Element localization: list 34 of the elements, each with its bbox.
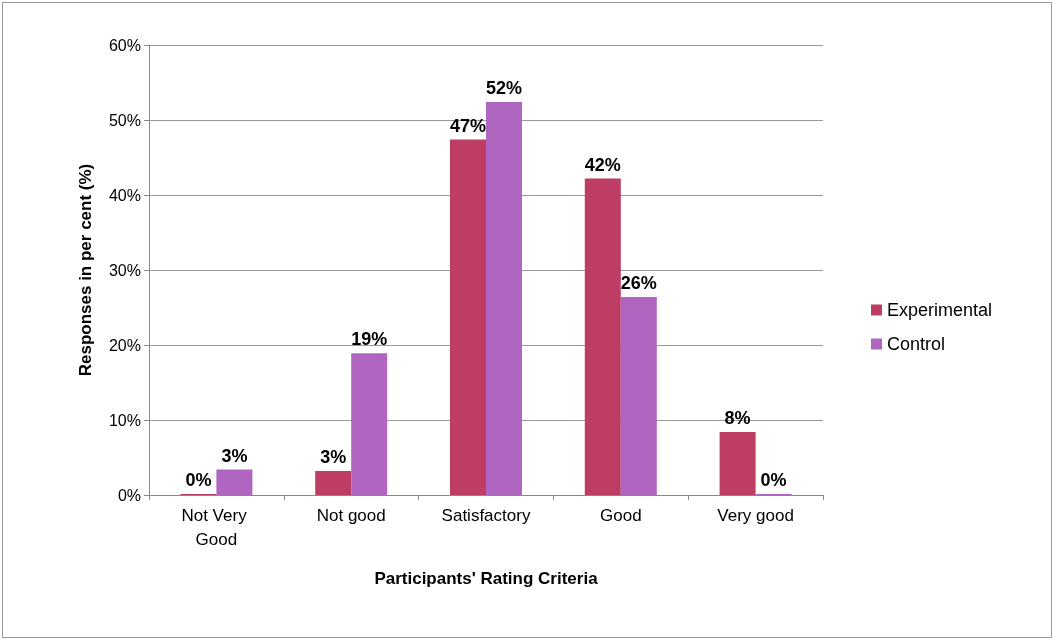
- data-label: 26%: [620, 273, 657, 293]
- y-tick-label: 60%: [108, 36, 141, 54]
- legend-label: Experimental: [887, 300, 993, 320]
- y-tick-label: 30%: [108, 261, 141, 279]
- y-tick-label: 0%: [117, 486, 141, 504]
- data-label: 42%: [584, 154, 621, 175]
- bar: [351, 353, 388, 495]
- bar: [315, 471, 352, 495]
- y-axis-title: Responses in per cent (%): [76, 163, 95, 377]
- x-tick-label: Not Very Good: [181, 505, 252, 549]
- bar: [584, 178, 621, 495]
- data-label: 3%: [320, 447, 347, 467]
- bar: [486, 102, 522, 495]
- bar: [450, 139, 486, 495]
- y-tick-label: 50%: [108, 111, 141, 129]
- x-tick-label: Very good: [717, 505, 794, 525]
- legend-label: Control: [887, 334, 946, 354]
- x-tick-label: Good: [600, 505, 642, 525]
- y-tick-label: 10%: [108, 411, 141, 429]
- data-label: 47%: [449, 115, 487, 136]
- data-label: 3%: [221, 445, 248, 466]
- data-label: 0%: [760, 470, 787, 490]
- x-axis-title: Participants' Rating Criteria: [374, 569, 599, 588]
- bar: [216, 469, 253, 495]
- y-tick-label: 40%: [108, 186, 141, 204]
- data-label: 8%: [724, 408, 751, 428]
- data-label: 19%: [351, 329, 388, 350]
- y-tick-label: 20%: [108, 336, 141, 354]
- bar: [719, 432, 756, 495]
- x-tick-label: Not good: [316, 505, 386, 525]
- bar: [620, 297, 657, 495]
- data-label: 0%: [185, 470, 212, 490]
- data-label: 52%: [485, 78, 523, 98]
- x-tick-label: Satisfactory: [441, 505, 531, 525]
